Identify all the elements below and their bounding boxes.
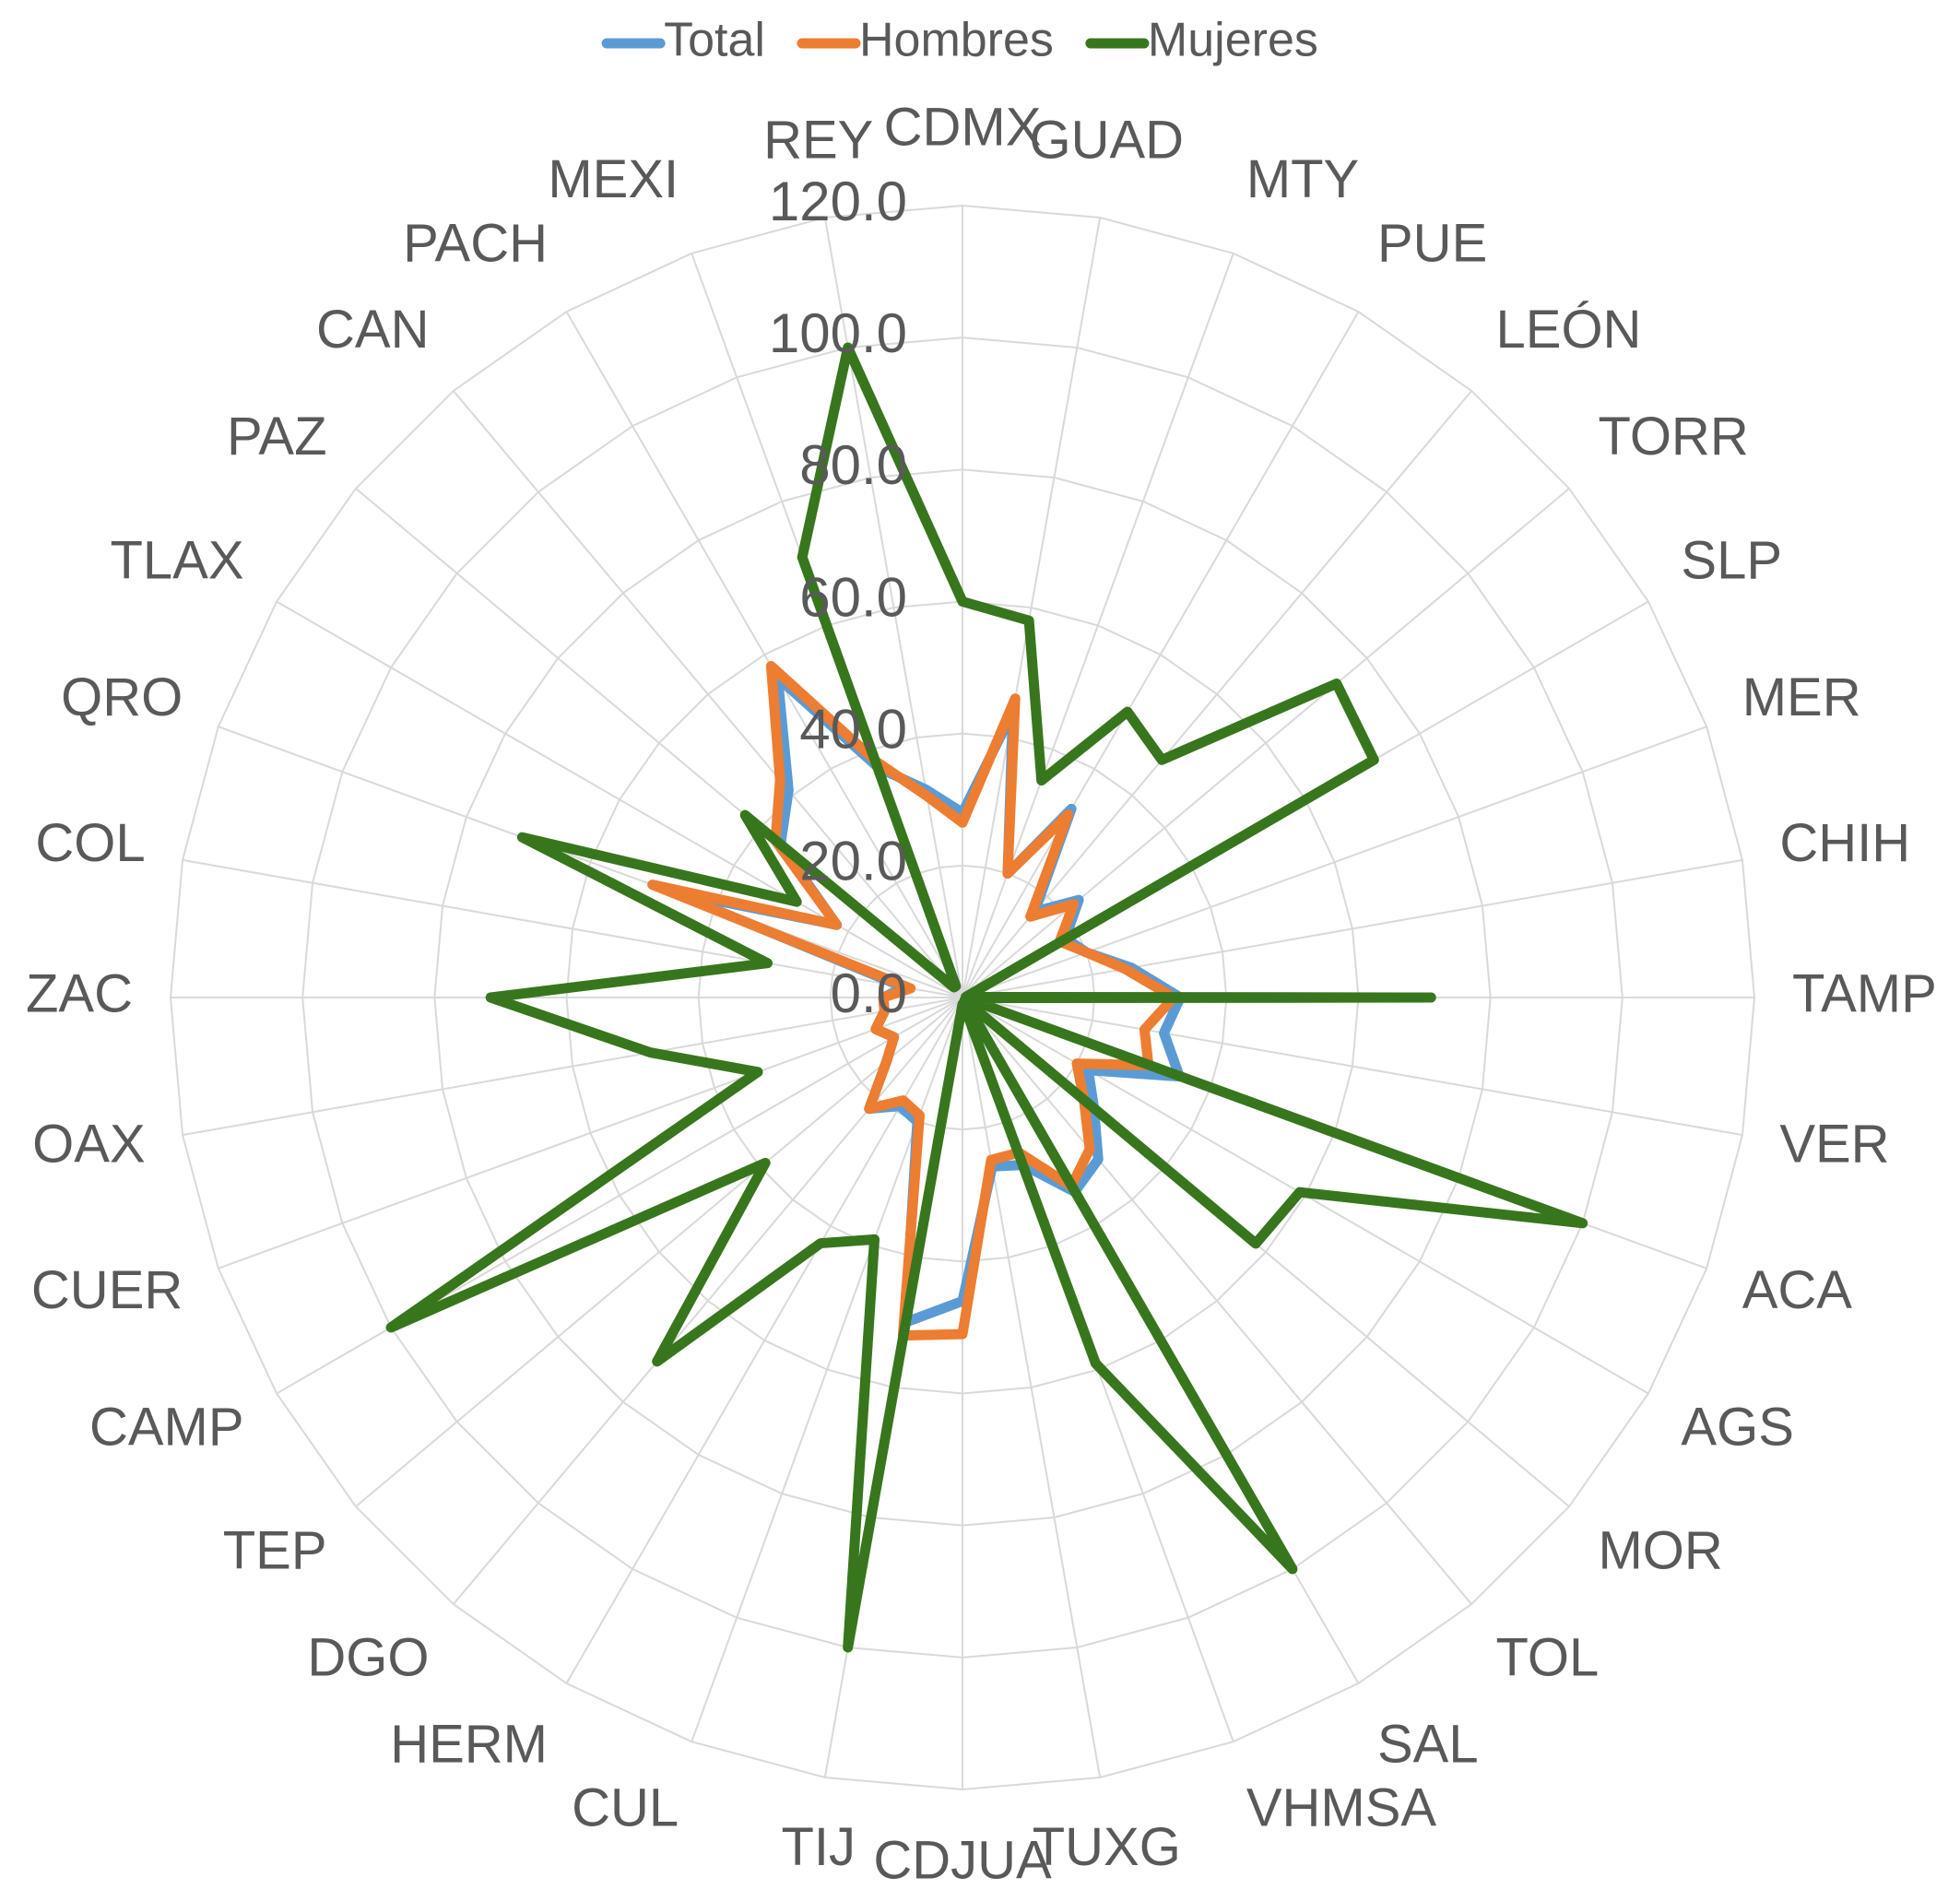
spoke — [691, 997, 963, 1742]
category-label: OAX — [32, 1115, 146, 1175]
r-tick-label: 120.0 — [769, 171, 907, 232]
spoke — [962, 311, 1360, 998]
r-tick-label: 80.0 — [799, 434, 907, 496]
spoke — [962, 217, 1102, 998]
category-label: VHMSA — [1246, 1778, 1437, 1838]
spoke — [276, 600, 963, 998]
legend: Total Hombres Mujeres — [601, 14, 1318, 67]
ticks: 0.0 20.0 40.0 60.0 80.0 100.0 120.0 — [769, 171, 907, 1024]
spoke — [355, 997, 963, 1507]
category-label: ACA — [1742, 1260, 1853, 1320]
spoke — [276, 997, 963, 1395]
spoke — [565, 311, 963, 998]
legend-item: Mujeres — [1085, 14, 1318, 67]
category-label: COL — [35, 813, 145, 873]
spoke — [962, 726, 1707, 998]
spoke — [962, 997, 1472, 1605]
legend-label: Total — [664, 14, 765, 67]
category-label: TAMP — [1792, 963, 1937, 1023]
spoke — [962, 858, 1743, 998]
category-label: MEXI — [548, 149, 679, 209]
spoke — [962, 488, 1570, 998]
category-label: HERM — [390, 1714, 548, 1774]
legend-item: Total — [601, 14, 765, 67]
category-label: MER — [1742, 667, 1861, 727]
spoke — [453, 997, 963, 1605]
category-label: REY — [763, 111, 873, 171]
category-label: PUE — [1377, 213, 1487, 273]
spoke — [218, 726, 963, 998]
category-label: PAZ — [227, 407, 327, 466]
spoke — [565, 997, 963, 1684]
category-label: ZAC — [26, 963, 133, 1023]
series-line — [385, 342, 1588, 1653]
category-label: VER — [1779, 1115, 1889, 1175]
category-label: GUAD — [1029, 111, 1184, 171]
category-label: CUL — [572, 1778, 679, 1838]
spoke — [182, 858, 963, 998]
category-label: LEÓN — [1496, 300, 1642, 360]
category-label: TUXG — [1033, 1817, 1181, 1877]
r-tick-label: 0.0 — [831, 962, 907, 1024]
category-label: TIJ — [781, 1817, 856, 1877]
category-label: TORR — [1598, 407, 1748, 466]
r-tick-label: 20.0 — [799, 831, 907, 892]
category-label: SLP — [1681, 530, 1782, 590]
spoke — [453, 390, 963, 998]
series — [385, 342, 1588, 1653]
category-label: MOR — [1598, 1521, 1722, 1581]
spoke — [182, 997, 963, 1137]
spoke — [218, 997, 963, 1269]
category-label: TOL — [1496, 1627, 1600, 1687]
spoke — [962, 253, 1234, 998]
spoke — [962, 390, 1472, 998]
legend-item: Hombres — [797, 14, 1054, 67]
category-label: SAL — [1377, 1714, 1479, 1774]
r-tick-label: 60.0 — [799, 566, 907, 628]
category-label: CDMX — [884, 97, 1042, 157]
category-label: MTY — [1246, 149, 1359, 209]
category-label: CHIH — [1779, 813, 1910, 873]
spoke — [962, 997, 1743, 1137]
category-label: DGO — [307, 1627, 429, 1687]
category-label: AGS — [1681, 1397, 1794, 1457]
category-label: PACH — [403, 213, 548, 273]
spoke — [962, 997, 1102, 1778]
category-label: CUER — [31, 1260, 183, 1320]
r-tick-label: 100.0 — [769, 302, 907, 364]
category-label: CDJUA — [873, 1830, 1052, 1890]
category-label: CAMP — [89, 1397, 244, 1457]
category-label: TEP — [223, 1521, 327, 1581]
legend-label: Mujeres — [1148, 14, 1318, 67]
legend-label: Hombres — [859, 14, 1054, 67]
category-label: CAN — [316, 300, 429, 360]
r-tick-label: 40.0 — [799, 699, 907, 761]
category-label: QRO — [61, 667, 183, 727]
category-label: TLAX — [111, 530, 244, 590]
